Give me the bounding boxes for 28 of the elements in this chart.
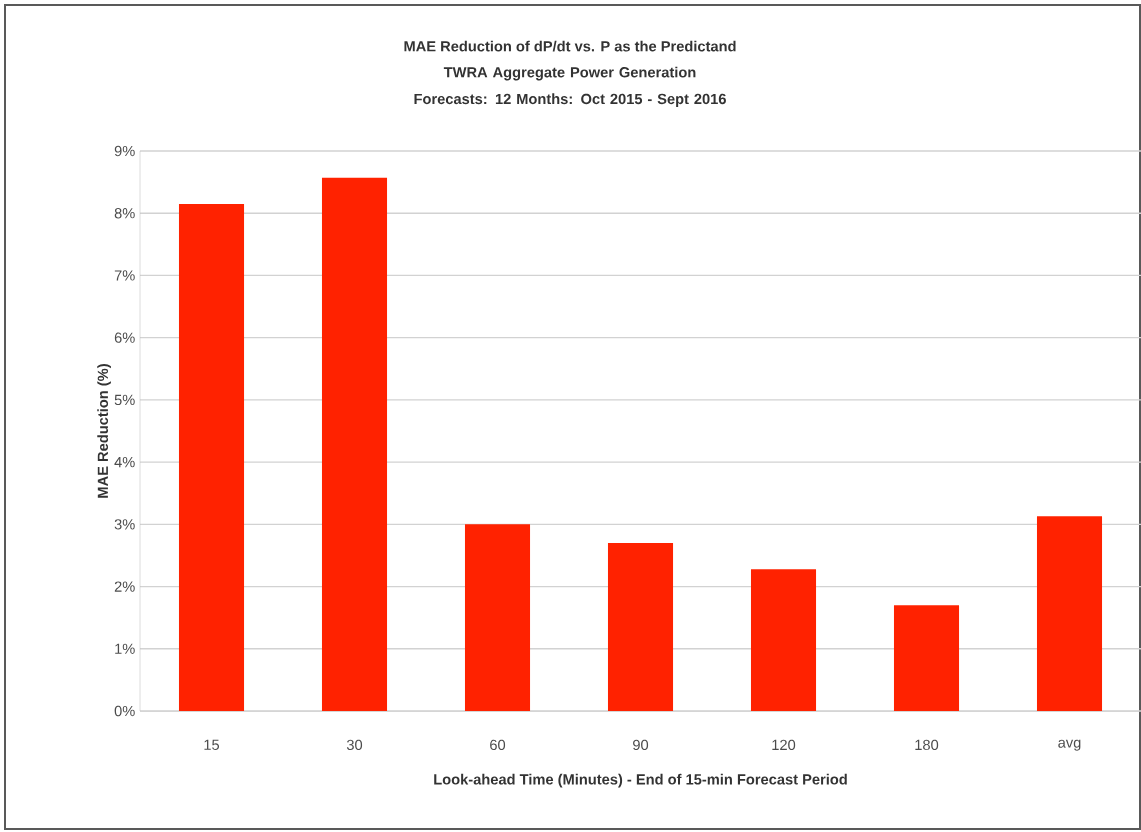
y-tick-label: 3% — [114, 519, 135, 530]
x-tick-label: 15 — [204, 739, 220, 750]
x-tick-label: 60 — [490, 739, 506, 751]
bar — [750, 569, 817, 711]
chart-subtitle: TWRA Aggregate Power Generation Forecasts: 12 Months: Oct 2015 - Sept 2016 — [414, 66, 726, 108]
y-tick-label: 2% — [114, 581, 135, 592]
chart-title: MAE Reduction of dP/dt vs. P as the Predictand — [404, 40, 736, 52]
x-tick-label: 90 — [633, 739, 649, 751]
y-tick-label: 5% — [114, 394, 135, 406]
bar — [321, 177, 388, 711]
y-tick-label: 0% — [114, 705, 135, 717]
y-tick-label: 9% — [114, 145, 135, 157]
bar — [1036, 516, 1103, 711]
y-tick-label: 4% — [114, 456, 135, 468]
x-axis-title: Look-ahead Time (Minutes) - End of 15-min Forecast Period — [434, 773, 847, 788]
y-tick-label: 8% — [114, 208, 135, 219]
bar — [464, 524, 531, 711]
bar — [607, 543, 674, 711]
y-axis-title: MAE Reduction (%) — [97, 364, 111, 498]
y-tick-label: 6% — [114, 332, 135, 343]
x-tick-label: 120 — [772, 739, 796, 751]
y-tick-label: 7% — [114, 270, 135, 281]
x-tick-label: avg — [1058, 739, 1081, 751]
bar — [178, 203, 245, 711]
y-tick-label: 1% — [115, 643, 135, 654]
x-tick-label: 180 — [915, 739, 939, 751]
bar — [893, 605, 960, 711]
x-tick-label: 30 — [346, 739, 363, 751]
